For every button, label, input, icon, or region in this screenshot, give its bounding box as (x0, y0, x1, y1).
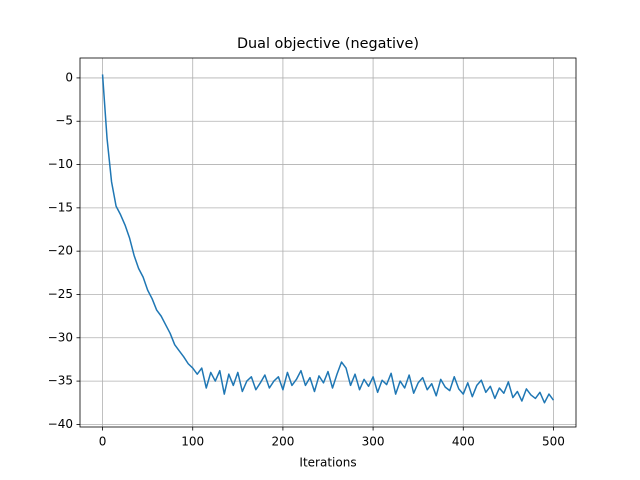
x-tick-label: 0 (99, 435, 107, 449)
y-tick-label: −10 (48, 157, 73, 171)
y-tick-label: −35 (48, 374, 73, 388)
x-tick-label: 300 (362, 435, 385, 449)
y-tick-label: −30 (48, 330, 73, 344)
x-tick-label: 400 (452, 435, 475, 449)
y-tick-label: −25 (48, 287, 73, 301)
chart-title: Dual objective (negative) (237, 36, 419, 52)
y-tick-label: −5 (55, 114, 73, 128)
y-tick-label: −40 (48, 417, 73, 431)
x-axis-label: Iterations (299, 456, 356, 470)
x-tick-label: 200 (271, 435, 294, 449)
x-tick-label: 500 (542, 435, 565, 449)
y-tick-label: −15 (48, 200, 73, 214)
y-tick-label: 0 (65, 70, 73, 84)
y-tick-label: −20 (48, 244, 73, 258)
data-line (101, 74, 555, 404)
x-tick-label: 100 (181, 435, 204, 449)
plot-frame (79, 57, 577, 428)
